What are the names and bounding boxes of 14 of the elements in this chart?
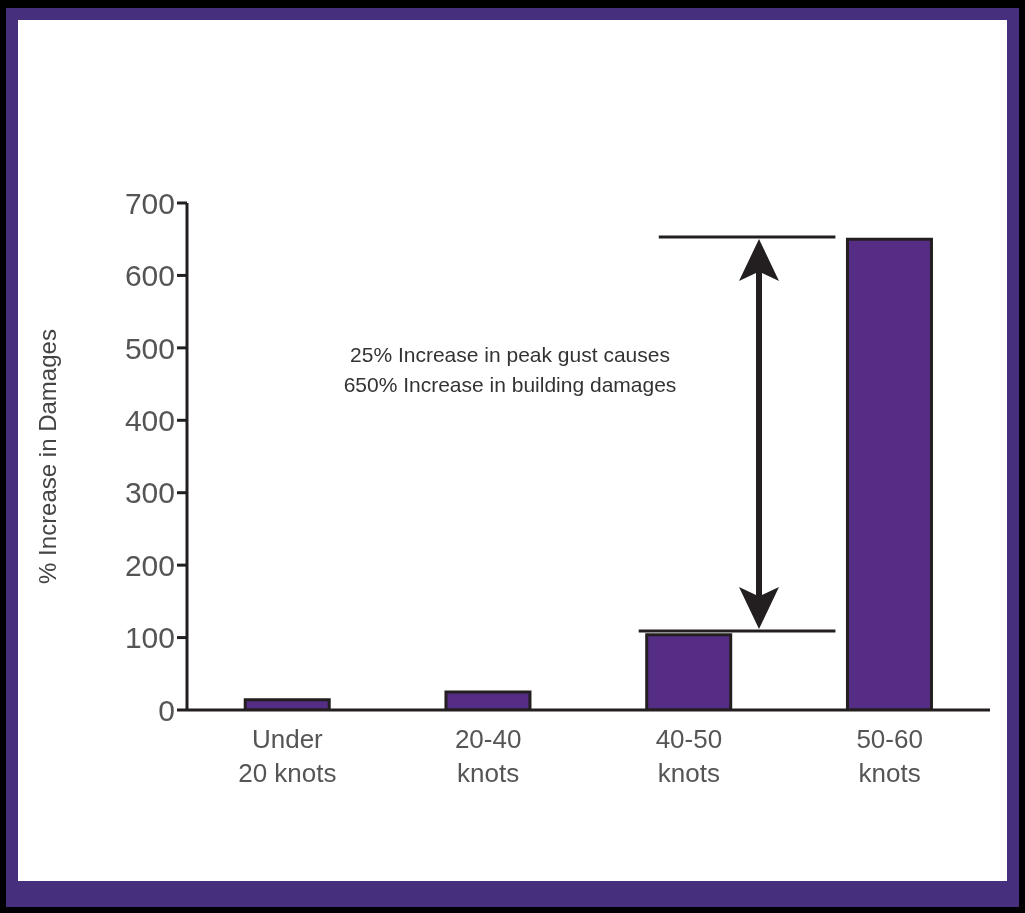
annotation: 25% Increase in peak gust causes 650% Increase in building damages <box>342 342 678 398</box>
x-tick-label: Under 20 knots <box>238 724 337 788</box>
y-tick-label: 700 <box>124 186 175 220</box>
x-tick-label: 40-50 knots <box>655 724 723 788</box>
y-tick-label: 300 <box>124 476 175 510</box>
y-tick-label: 100 <box>124 621 175 655</box>
y-tick-label: 600 <box>124 259 175 293</box>
y-axis-title: % Increase in Damages <box>33 329 61 584</box>
x-tick-label: 50-60 knots <box>856 724 923 788</box>
y-tick-label: 500 <box>124 331 175 365</box>
x-tick-label: 20-40 knots <box>454 724 522 788</box>
y-tick-label: 400 <box>124 403 175 437</box>
y-tick-label: 0 <box>158 693 175 727</box>
y-tick-label: 200 <box>124 548 175 582</box>
